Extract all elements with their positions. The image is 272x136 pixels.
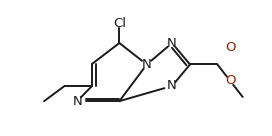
Text: O: O (225, 74, 235, 87)
Text: N: N (167, 79, 177, 92)
Text: N: N (167, 37, 177, 50)
Text: Cl: Cl (113, 17, 126, 30)
Text: N: N (142, 58, 152, 71)
Text: O: O (225, 41, 235, 54)
Text: N: N (72, 95, 82, 108)
